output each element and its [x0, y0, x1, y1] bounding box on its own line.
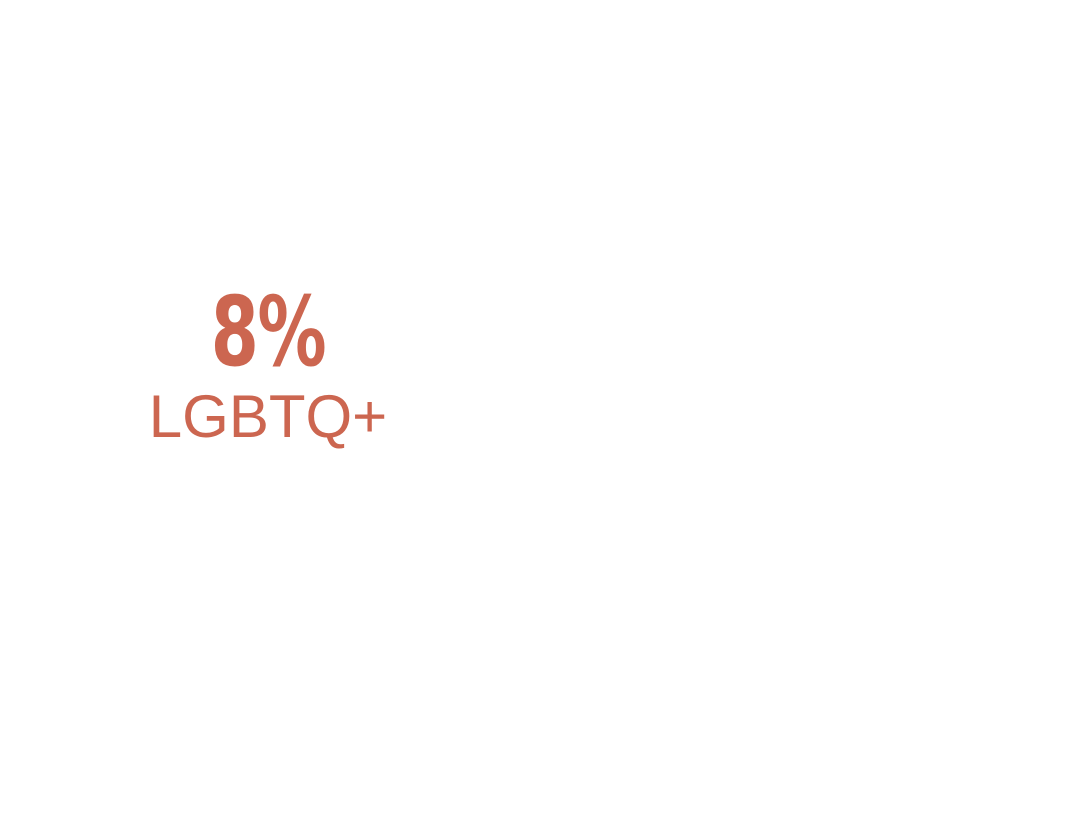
stat-value: 8%: [210, 276, 327, 388]
stat-label: LGBTQ+: [148, 383, 388, 450]
stat-block: 8% LGBTQ+: [148, 282, 388, 448]
